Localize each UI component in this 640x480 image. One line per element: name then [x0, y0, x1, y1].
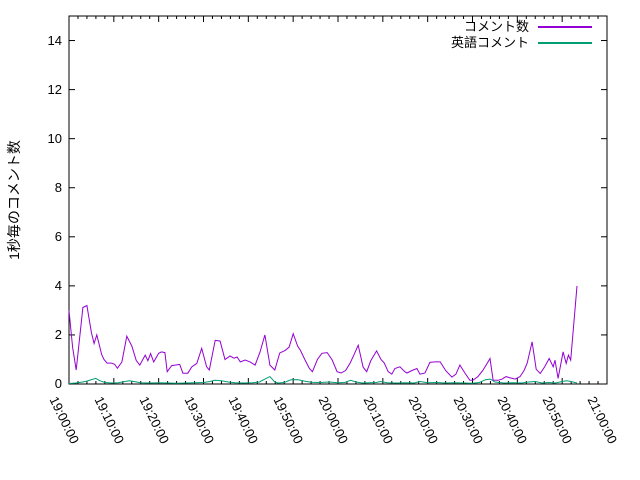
y-tick-label: 6 — [54, 228, 62, 244]
english-comments-line — [68, 375, 578, 384]
legend-line-english-comments-icon — [538, 42, 592, 44]
legend: コメント数 英語コメント — [451, 19, 592, 51]
legend-line-comments-icon — [538, 26, 592, 28]
plot-border — [68, 15, 608, 385]
legend-label-comments: コメント数 — [463, 19, 529, 34]
y-tick-label: 2 — [54, 326, 62, 342]
y-tick-label: 10 — [47, 130, 62, 146]
y-tick-label: 12 — [47, 81, 62, 97]
y-axis-title: 1秒毎のコメント数 — [6, 140, 22, 260]
legend-label-english-comments: 英語コメント — [450, 35, 529, 50]
y-tick-label: 8 — [54, 179, 62, 195]
y-tick-label: 0 — [54, 376, 62, 391]
comments-count-line — [68, 285, 578, 381]
legend-item-english-comments: 英語コメント — [451, 35, 592, 51]
y-tick-label: 14 — [47, 32, 62, 48]
y-tick-label: 4 — [54, 277, 62, 293]
legend-item-comments: コメント数 — [451, 19, 592, 35]
